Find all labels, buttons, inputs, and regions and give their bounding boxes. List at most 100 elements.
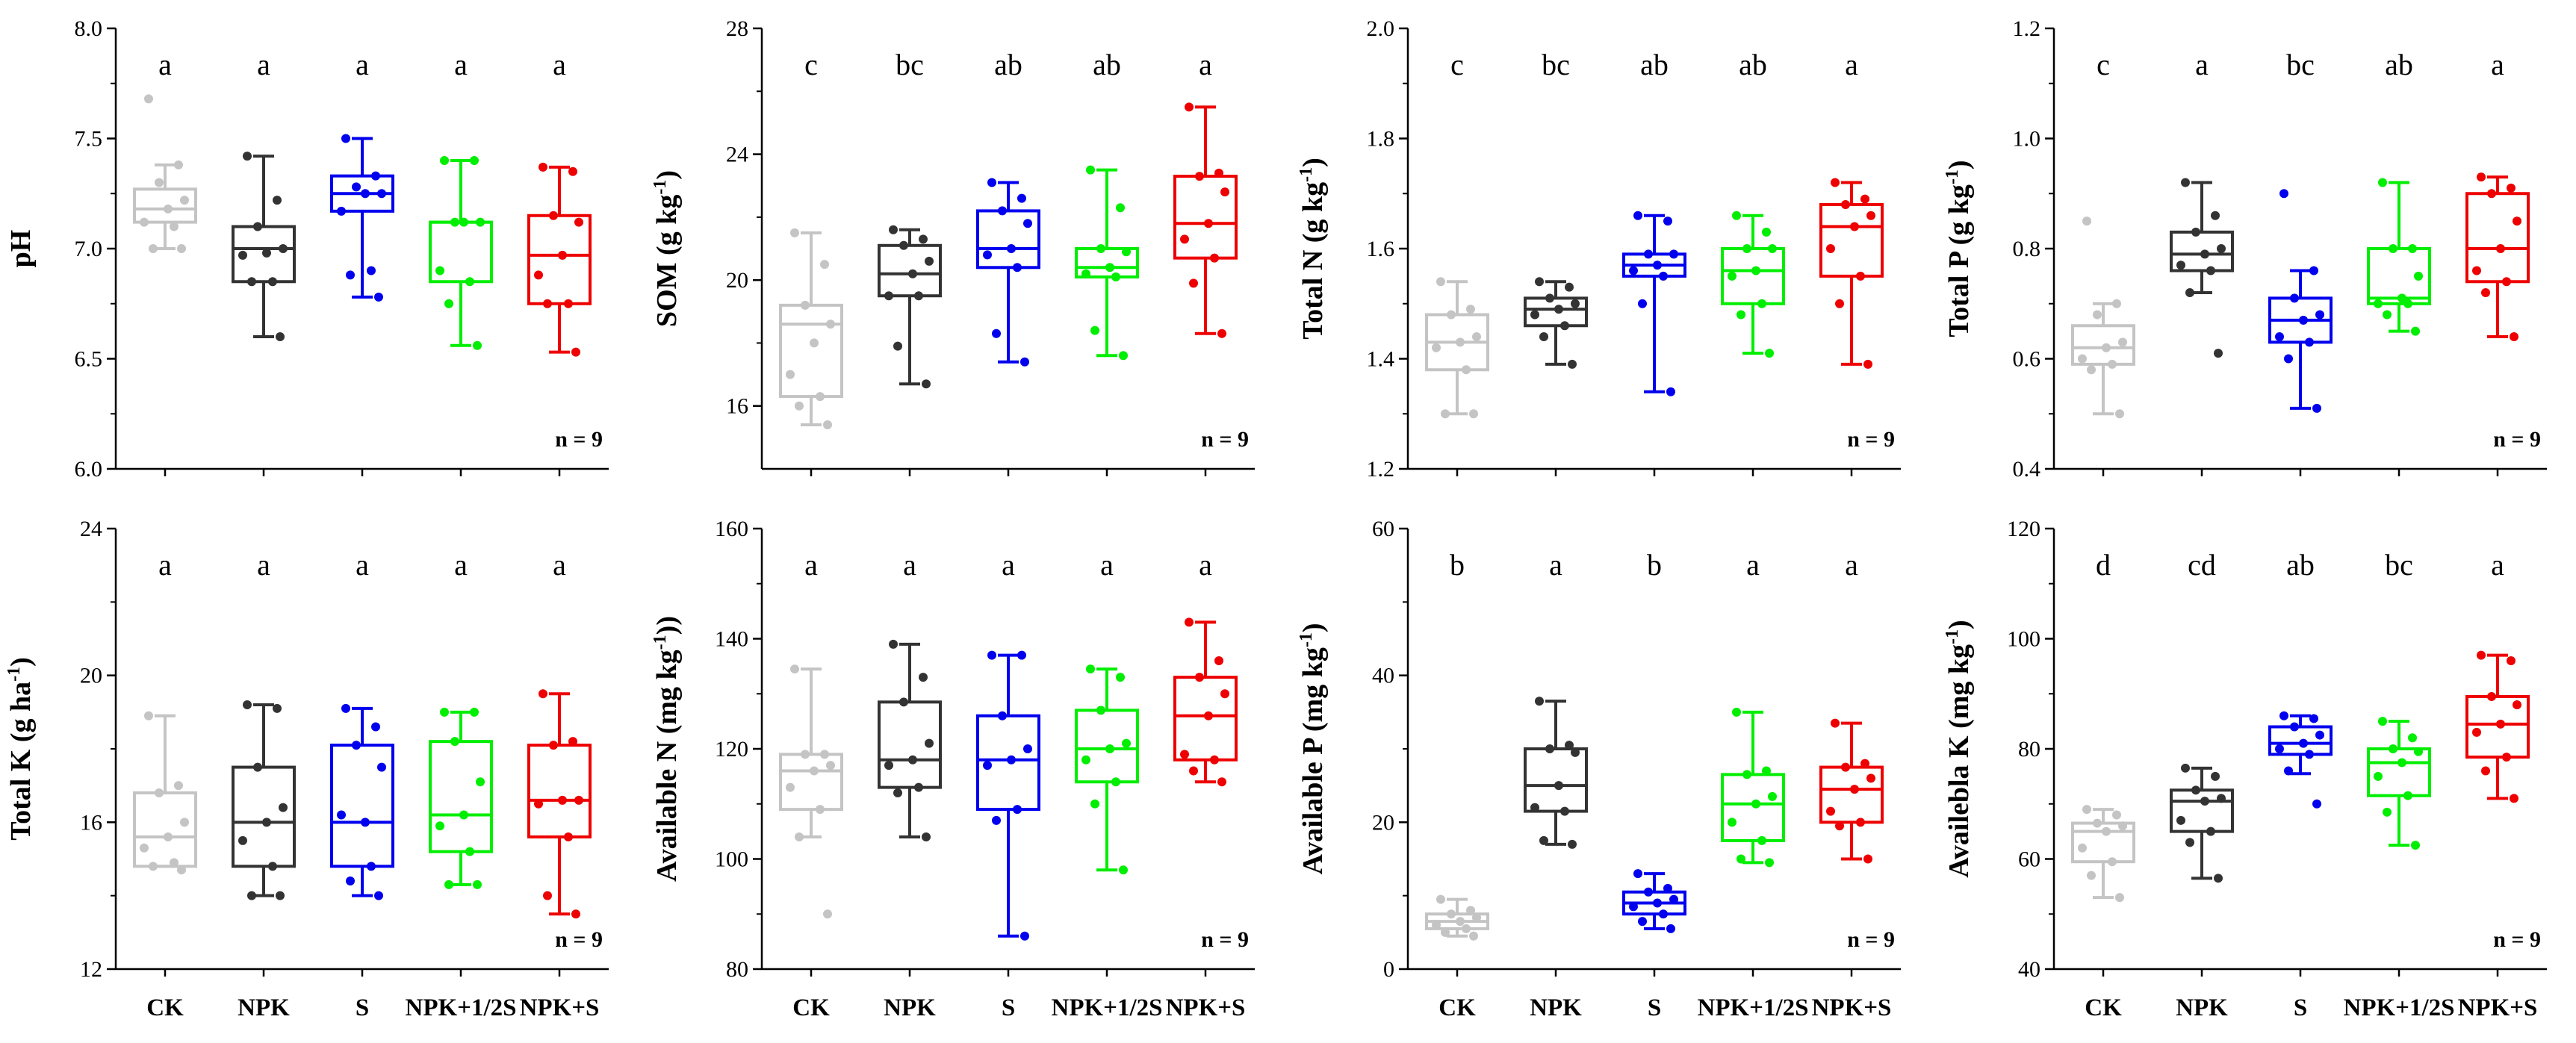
y-axis-title-tail: ) — [651, 170, 683, 180]
box-s — [2268, 189, 2333, 413]
data-point — [465, 277, 474, 287]
iqr-box — [2465, 694, 2530, 759]
data-point — [2200, 249, 2209, 259]
iqr-box — [1075, 247, 1139, 278]
data-point — [568, 737, 577, 747]
iqr-box — [2367, 747, 2431, 797]
data-point — [2378, 717, 2387, 726]
data-point — [1081, 755, 1090, 765]
data-point — [816, 805, 825, 815]
iqr-box — [133, 187, 197, 224]
data-point — [574, 795, 583, 805]
y-tick-label: 2.0 — [1367, 16, 1395, 41]
data-point — [1105, 744, 1114, 753]
data-point — [444, 879, 453, 889]
significance-letter: ab — [2385, 48, 2413, 81]
data-point — [543, 891, 552, 900]
data-point — [268, 862, 277, 871]
data-point — [992, 815, 1001, 825]
data-point — [2102, 343, 2111, 352]
y-axis-title: pH — [5, 230, 37, 268]
data-point — [2118, 337, 2127, 347]
significance-letter: c — [804, 48, 818, 81]
data-point — [2403, 791, 2412, 800]
x-category-label: NPK+S — [1166, 994, 1246, 1021]
data-point — [1860, 759, 1869, 768]
data-point — [243, 700, 252, 709]
data-point — [1462, 365, 1471, 375]
data-point — [2481, 288, 2490, 297]
data-point — [922, 379, 931, 389]
data-point — [1737, 854, 1745, 864]
x-category-label: CK — [2085, 994, 2122, 1021]
data-point — [816, 392, 825, 402]
data-point — [2181, 763, 2190, 773]
data-point — [899, 240, 908, 250]
y-tick-label: 80 — [726, 957, 748, 982]
significance-letter: ab — [1739, 48, 1767, 81]
data-point — [262, 248, 271, 258]
data-point — [1850, 785, 1859, 794]
data-point — [558, 795, 567, 805]
data-point — [2112, 299, 2121, 308]
data-point — [279, 803, 288, 812]
significance-letter: a — [1002, 548, 1015, 582]
data-point — [2496, 719, 2505, 729]
significance-letter: a — [454, 548, 468, 582]
data-point — [1023, 219, 1032, 228]
data-point — [2309, 266, 2318, 275]
data-point — [1217, 777, 1226, 787]
y-tick-label: 24 — [726, 143, 748, 167]
iqr-box — [1819, 203, 1884, 278]
iqr-box — [779, 303, 843, 399]
data-point — [1007, 244, 1016, 253]
data-point — [1841, 762, 1850, 772]
box-ck — [2071, 805, 2135, 903]
box-s — [1622, 869, 1686, 933]
iqr-box — [1721, 247, 1785, 305]
significance-letter: a — [257, 48, 270, 81]
y-tick-label: 140 — [715, 627, 748, 652]
box-ck — [133, 94, 197, 253]
data-point — [2414, 747, 2423, 756]
y-axis-title-superscript: -1 — [1943, 169, 1962, 184]
data-point — [1653, 898, 1662, 908]
iqr-box — [976, 209, 1040, 270]
data-point — [2309, 714, 2318, 723]
data-point — [346, 877, 355, 885]
box-npk — [1524, 697, 1588, 849]
y-axis-title: Total N (g kg-1) — [1297, 158, 1329, 339]
data-point — [1185, 617, 1194, 627]
data-point — [170, 858, 179, 868]
data-point — [247, 277, 256, 287]
data-point — [2389, 744, 2397, 753]
box-npk — [232, 152, 296, 341]
iqr-box — [2465, 192, 2530, 284]
data-point — [884, 291, 893, 301]
y-tick-label: 20 — [1372, 810, 1394, 835]
significance-letter: a — [553, 548, 566, 582]
y-axis-title-superscript: -1 — [651, 635, 670, 650]
data-point — [1013, 805, 1022, 815]
x-category-label: NPK — [1530, 994, 1582, 1021]
data-point — [174, 160, 183, 169]
data-point — [1456, 917, 1465, 927]
data-point — [1841, 200, 1850, 209]
data-point — [1020, 931, 1029, 941]
data-point — [276, 891, 285, 900]
data-point — [1742, 244, 1751, 253]
y-axis-title: Available N (mg kg-1)) — [651, 616, 683, 882]
data-point — [1765, 858, 1774, 868]
data-point — [1441, 927, 1450, 937]
data-point — [476, 217, 485, 227]
data-point — [440, 156, 449, 165]
y-tick-label: 40 — [2018, 957, 2040, 982]
data-point — [2507, 183, 2516, 193]
n-label: n = 9 — [2493, 427, 2541, 452]
y-axis-title-text: SOM (g kg — [651, 195, 683, 327]
y-tick-label: 40 — [1372, 664, 1394, 688]
data-point — [253, 762, 262, 772]
data-point — [2112, 810, 2121, 820]
iqr-box — [2170, 788, 2234, 833]
data-point — [2513, 217, 2521, 226]
